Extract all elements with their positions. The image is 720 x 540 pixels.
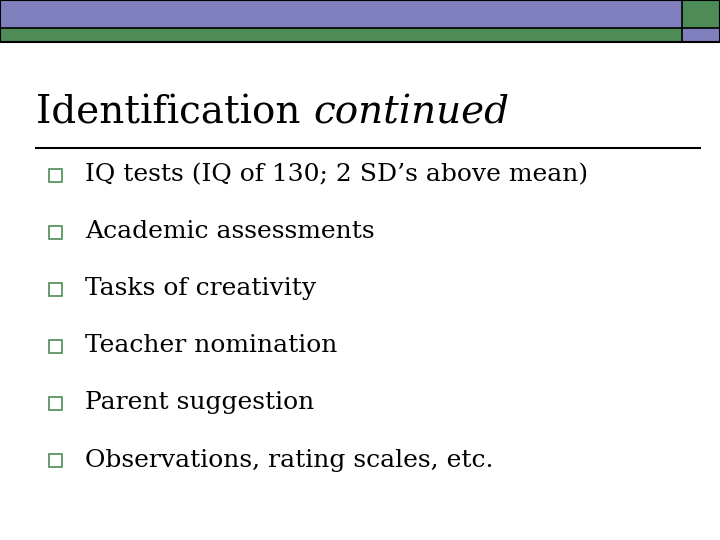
Bar (48, 340, 61, 353)
Bar (0, 0, 720, 28)
Bar (48, 396, 61, 409)
Bar (0, 28, 720, 42)
Text: Tasks of creativity: Tasks of creativity (85, 278, 316, 300)
Bar (48, 454, 61, 467)
Bar (48, 282, 61, 295)
Text: Observations, rating scales, etc.: Observations, rating scales, etc. (85, 449, 493, 471)
Bar (682, 0, 720, 28)
Text: Identification: Identification (36, 95, 313, 132)
Bar (48, 226, 61, 239)
Text: IQ tests (IQ of 130; 2 SD’s above mean): IQ tests (IQ of 130; 2 SD’s above mean) (85, 164, 588, 186)
Text: Teacher nomination: Teacher nomination (85, 334, 338, 357)
Text: Academic assessments: Academic assessments (85, 220, 374, 244)
Bar (682, 28, 720, 42)
Text: Parent suggestion: Parent suggestion (85, 392, 314, 415)
Bar (0, 0, 720, 42)
Bar (48, 168, 61, 181)
Text: continued: continued (313, 95, 509, 132)
